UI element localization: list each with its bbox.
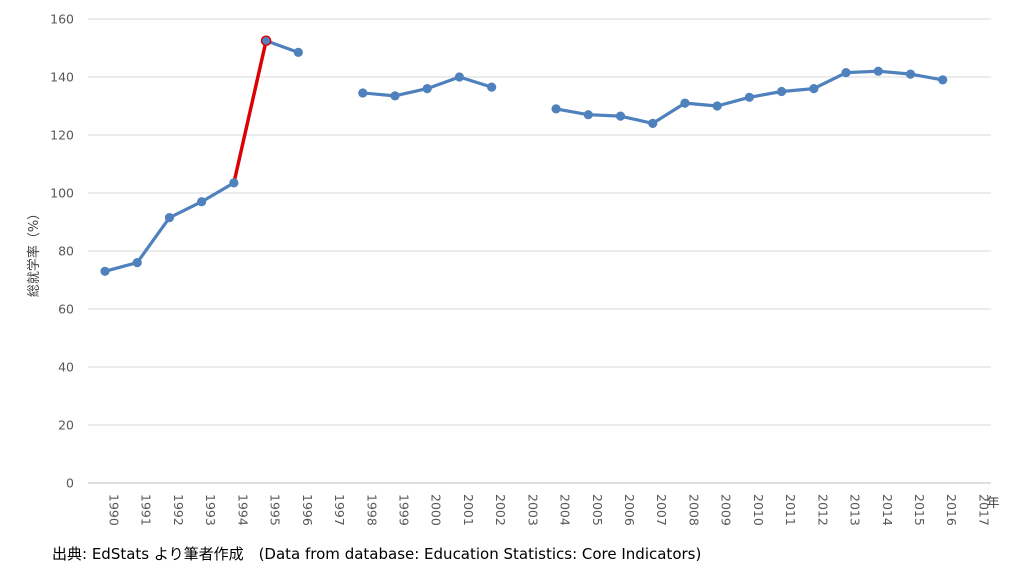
data-point-1993 [197, 197, 207, 207]
data-point-2016 [938, 75, 948, 85]
y-tick-label-140: 140 [50, 70, 74, 85]
data-point-1998 [358, 88, 368, 98]
data-point-2007 [648, 118, 658, 128]
data-point-1991 [132, 258, 142, 268]
x-tick-label-2015: 2015 [912, 494, 927, 526]
data-point-2010 [744, 92, 755, 102]
y-tick-label-100: 100 [50, 186, 74, 201]
x-tick-label-1991: 1991 [139, 494, 154, 526]
data-point-2015 [905, 69, 916, 79]
x-tick-label-1998: 1998 [364, 494, 379, 526]
x-tick-label-2012: 2012 [815, 494, 830, 526]
source-note: 出典: EdStats より筆者作成 (Data from database: … [52, 545, 701, 563]
x-tick-label-2009: 2009 [719, 494, 734, 526]
x-tick-label-1996: 1996 [300, 494, 315, 526]
x-tick-label-1999: 1999 [396, 494, 411, 526]
x-tick-label-2000: 2000 [429, 494, 444, 526]
series-line-segment-0 [103, 39, 300, 273]
x-tick-label-2007: 2007 [654, 494, 669, 526]
grid-lines [88, 18, 991, 484]
data-point-2002 [487, 82, 497, 92]
data-point-2000 [422, 84, 432, 94]
y-tick-labels: 0 20 40 60 80 100 120 140 160 [50, 12, 74, 491]
highlight-segment [232, 39, 268, 185]
x-tick-label-1993: 1993 [203, 494, 218, 526]
data-point-1999 [390, 91, 400, 101]
x-tick-label-2014: 2014 [880, 494, 895, 526]
x-tick-label-1990: 1990 [107, 494, 122, 526]
x-tick-label-1995: 1995 [268, 494, 283, 526]
y-tick-label-80: 80 [58, 244, 74, 259]
y-tick-label-0: 0 [66, 476, 74, 491]
y-tick-label-60: 60 [58, 302, 74, 317]
x-tick-label-2001: 2001 [461, 494, 476, 526]
data-point-2001 [454, 72, 465, 82]
x-tick-label-2011: 2011 [783, 494, 798, 526]
data-point-2011 [777, 86, 787, 97]
x-tick-label-2005: 2005 [590, 494, 605, 526]
data-points [100, 35, 948, 276]
x-tick-label-1994: 1994 [235, 494, 250, 526]
data-point-2012 [809, 84, 819, 94]
x-tick-label-2010: 2010 [751, 494, 766, 526]
x-axis-label: 年 [986, 496, 999, 511]
y-tick-label-160: 160 [50, 12, 74, 27]
x-tick-label-2003: 2003 [525, 494, 540, 526]
x-tick-label-2008: 2008 [686, 494, 701, 526]
y-tick-label-40: 40 [58, 360, 74, 375]
data-point-1996 [293, 47, 303, 57]
data-point-2005 [583, 110, 593, 120]
data-point-2009 [712, 101, 722, 111]
data-point-1992 [164, 213, 175, 223]
series-lines [103, 39, 945, 273]
data-point-2014 [873, 66, 883, 76]
x-tick-label-1997: 1997 [332, 494, 347, 526]
x-tick-label-2004: 2004 [558, 494, 573, 526]
data-point-1990 [100, 266, 110, 276]
y-tick-label-20: 20 [58, 418, 74, 433]
data-point-2004 [551, 104, 561, 114]
x-tick-label-2006: 2006 [622, 494, 637, 526]
data-point-1994 [229, 178, 239, 188]
data-point-2013 [841, 68, 851, 78]
y-tick-label-120: 120 [50, 128, 74, 143]
data-point-2006 [615, 111, 626, 121]
data-point-1995 [260, 35, 272, 47]
y-axis-label: 総就学率（%） [26, 207, 42, 297]
highlight-segment-layer [232, 39, 268, 185]
x-tick-label-2016: 2016 [944, 494, 959, 526]
x-tick-labels: 1990 1991 1992 1993 1994 1995 1996 1997 1998 1999… [107, 494, 992, 526]
x-tick-label-2017: 2017 [976, 494, 991, 526]
data-point-2008 [680, 98, 690, 108]
x-tick-label-2002: 2002 [493, 494, 508, 526]
x-tick-label-2013: 2013 [848, 494, 863, 526]
x-tick-label-1992: 1992 [171, 494, 186, 526]
